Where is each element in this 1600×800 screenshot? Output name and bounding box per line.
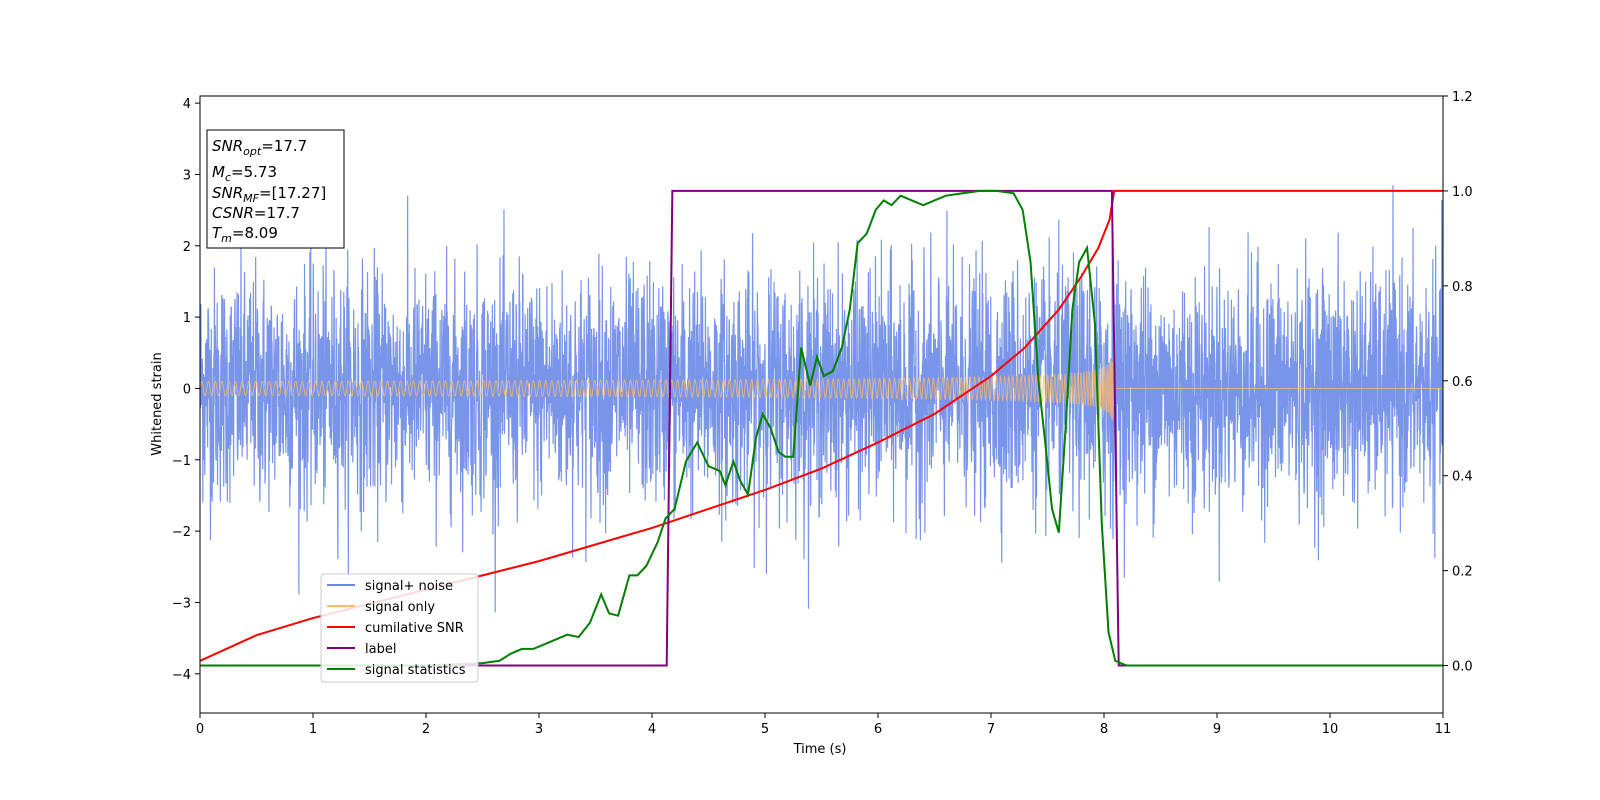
info-mc: Mc=5.73 [212,163,277,184]
x-tick-label: 5 [761,722,769,737]
x-tick-label: 11 [1435,722,1452,737]
y-right-tick-label: 1.2 [1452,90,1473,105]
y-right-tick-label: 0.2 [1452,565,1473,580]
series-signal-only [200,357,1443,420]
y-right-tick-label: 0.6 [1452,375,1473,390]
legend-item-signal-noise: signal+ noise [327,579,453,594]
svg-text:label: label [365,642,396,657]
info-box: SNRopt=17.7 Mc=5.73 SNRMF=[17.27] CSNR=1… [206,129,345,249]
y-right-tick-label: 0.0 [1452,660,1473,675]
y-left-tick-label: −3 [172,596,191,611]
y-axis-title: Whitened strain [150,352,165,455]
legend-item-signal-statistics: signal statistics [327,663,466,678]
x-tick-label: 9 [1213,722,1221,737]
x-tick-label: 3 [535,722,543,737]
svg-text:signal only: signal only [365,600,435,615]
svg-text:cumilative SNR: cumilative SNR [365,621,464,636]
y-axis-right: 1.2 1.0 0.8 0.6 0.4 0.2 0.0 [1443,90,1473,675]
y-left-tick-label: 3 [183,168,191,183]
y-axis-left: 4 3 2 1 0 −1 −2 −3 −4 [172,97,200,683]
x-tick-label: 4 [648,722,656,737]
x-tick-label: 10 [1322,722,1339,737]
y-left-tick-label: 2 [183,240,191,255]
y-left-tick-label: −2 [172,525,191,540]
legend-item-label: label [327,642,396,657]
x-tick-label: 7 [987,722,995,737]
legend: signal+ noise signal only cumilative SNR… [320,573,479,683]
x-axis: 0 1 2 3 4 5 6 7 8 9 10 11 [196,713,1451,737]
y-left-tick-label: 4 [183,97,191,112]
y-right-tick-label: 0.4 [1452,470,1473,485]
y-right-tick-label: 0.8 [1452,280,1473,295]
info-snr-mf: SNRMF=[17.27] [212,184,326,205]
x-tick-label: 8 [1100,722,1108,737]
svg-text:signal statistics: signal statistics [365,663,466,678]
svg-text:signal+ noise: signal+ noise [365,579,453,594]
x-tick-label: 0 [196,722,204,737]
y-left-tick-label: −4 [172,668,191,683]
y-left-tick-label: 1 [183,311,191,326]
y-left-tick-label: −1 [172,454,191,469]
series-signal-statistics [200,189,1443,667]
legend-item-signal-only: signal only [327,600,435,615]
x-tick-label: 2 [422,722,430,737]
info-tm: Tm=8.09 [212,224,278,245]
legend-item-cumulative-snr: cumilative SNR [327,621,464,636]
y-left-tick-label: 0 [183,382,191,397]
info-snr-opt: SNRopt=17.7 [212,137,307,158]
y-right-tick-label: 1.0 [1452,185,1473,200]
x-axis-title: Time (s) [793,742,847,757]
x-tick-label: 6 [874,722,882,737]
info-csnr: CSNR=17.7 [212,204,300,222]
x-tick-label: 1 [309,722,317,737]
plot-frame [199,95,1444,714]
